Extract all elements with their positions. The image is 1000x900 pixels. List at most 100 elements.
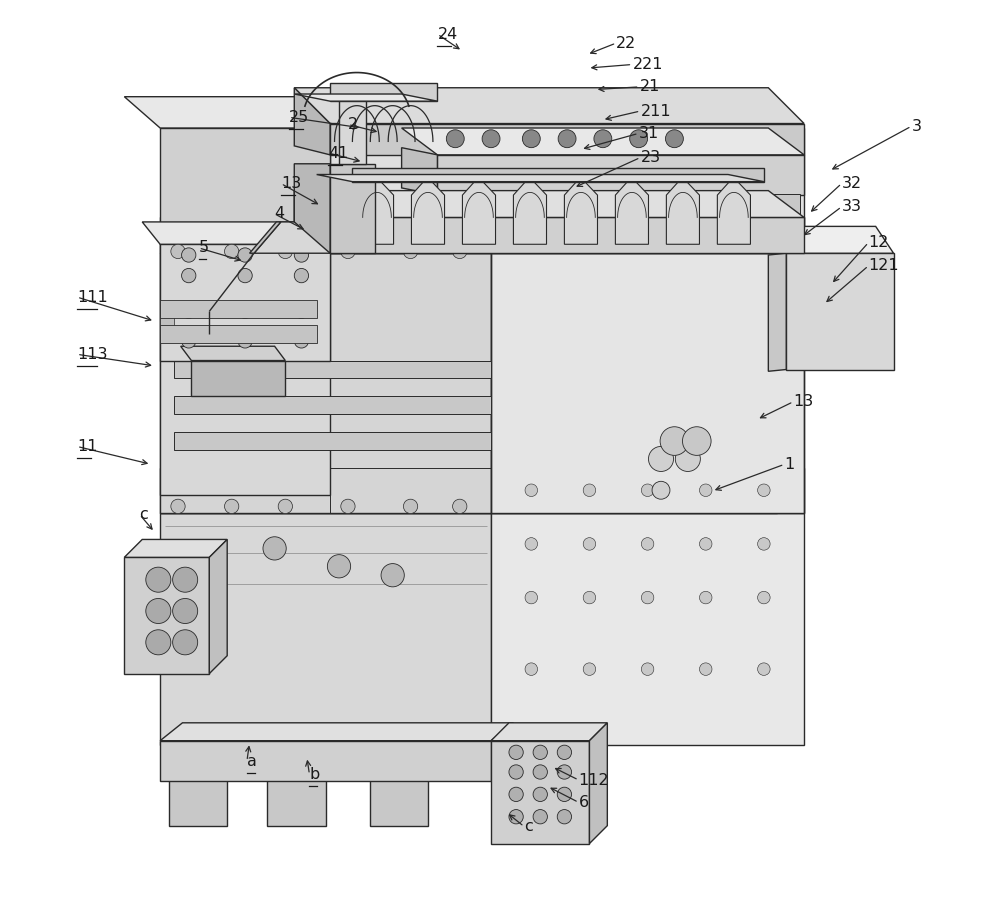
Polygon shape [442, 194, 800, 218]
Polygon shape [441, 216, 802, 224]
Text: 31: 31 [639, 126, 659, 141]
Circle shape [758, 484, 770, 497]
Circle shape [699, 663, 712, 675]
Text: 12: 12 [869, 235, 889, 250]
Circle shape [630, 130, 648, 148]
Text: 33: 33 [842, 199, 862, 214]
Circle shape [173, 630, 198, 655]
Polygon shape [160, 244, 330, 361]
Circle shape [682, 427, 711, 455]
Polygon shape [294, 88, 804, 123]
Polygon shape [370, 741, 428, 825]
Circle shape [557, 788, 572, 802]
Circle shape [509, 788, 523, 802]
Polygon shape [174, 361, 491, 378]
Circle shape [699, 591, 712, 604]
Circle shape [294, 334, 309, 348]
Text: 1: 1 [784, 457, 795, 472]
Text: 13: 13 [793, 394, 814, 410]
Circle shape [238, 248, 252, 262]
Polygon shape [160, 723, 513, 741]
Circle shape [263, 536, 286, 560]
Circle shape [225, 500, 239, 514]
Circle shape [583, 484, 596, 497]
Circle shape [641, 663, 654, 675]
Text: 111: 111 [77, 290, 108, 304]
Circle shape [278, 500, 292, 514]
Circle shape [533, 765, 547, 779]
Polygon shape [294, 164, 330, 253]
Circle shape [509, 810, 523, 824]
Circle shape [171, 500, 185, 514]
Polygon shape [181, 346, 285, 361]
Text: 121: 121 [869, 258, 899, 274]
Polygon shape [352, 168, 764, 182]
Polygon shape [360, 177, 394, 244]
Circle shape [341, 500, 355, 514]
Circle shape [675, 446, 700, 472]
Text: 113: 113 [77, 346, 107, 362]
Polygon shape [160, 468, 777, 513]
Polygon shape [160, 253, 491, 513]
Text: b: b [309, 767, 320, 782]
Polygon shape [191, 361, 285, 396]
Circle shape [699, 537, 712, 550]
Circle shape [699, 484, 712, 497]
Text: 22: 22 [616, 35, 637, 50]
Polygon shape [768, 227, 894, 253]
Circle shape [758, 663, 770, 675]
Polygon shape [564, 177, 597, 244]
Circle shape [665, 130, 683, 148]
Circle shape [509, 745, 523, 760]
Polygon shape [124, 557, 209, 673]
Polygon shape [294, 96, 804, 128]
Text: 112: 112 [579, 772, 609, 788]
Polygon shape [615, 177, 648, 244]
Polygon shape [174, 396, 491, 414]
Polygon shape [589, 723, 607, 843]
Circle shape [453, 500, 467, 514]
Polygon shape [317, 175, 764, 182]
Circle shape [557, 810, 572, 824]
Polygon shape [768, 253, 786, 372]
Circle shape [294, 304, 309, 319]
Polygon shape [491, 253, 804, 513]
Circle shape [509, 765, 523, 779]
Circle shape [182, 268, 196, 283]
Text: c: c [524, 819, 533, 834]
Circle shape [660, 427, 689, 455]
Circle shape [641, 537, 654, 550]
Polygon shape [786, 253, 894, 370]
Circle shape [641, 591, 654, 604]
Text: 24: 24 [437, 27, 458, 41]
Circle shape [446, 130, 464, 148]
Polygon shape [330, 123, 804, 155]
Polygon shape [666, 177, 699, 244]
Polygon shape [294, 94, 437, 101]
Polygon shape [124, 96, 330, 128]
Circle shape [173, 567, 198, 592]
Polygon shape [717, 177, 750, 244]
Polygon shape [513, 177, 547, 244]
Circle shape [403, 500, 418, 514]
Text: 5: 5 [199, 240, 209, 256]
Polygon shape [330, 164, 375, 253]
Polygon shape [330, 218, 804, 253]
Polygon shape [160, 128, 330, 253]
Text: 11: 11 [77, 439, 97, 454]
Circle shape [525, 591, 538, 604]
Polygon shape [160, 325, 317, 343]
Circle shape [641, 484, 654, 497]
Circle shape [557, 765, 572, 779]
Circle shape [533, 745, 547, 760]
Polygon shape [294, 88, 330, 155]
Polygon shape [330, 128, 804, 253]
Text: c: c [140, 507, 148, 522]
Polygon shape [402, 148, 437, 195]
Circle shape [146, 567, 171, 592]
Circle shape [238, 304, 252, 319]
Polygon shape [267, 741, 326, 825]
Circle shape [294, 268, 309, 283]
Circle shape [594, 130, 612, 148]
Polygon shape [462, 177, 496, 244]
